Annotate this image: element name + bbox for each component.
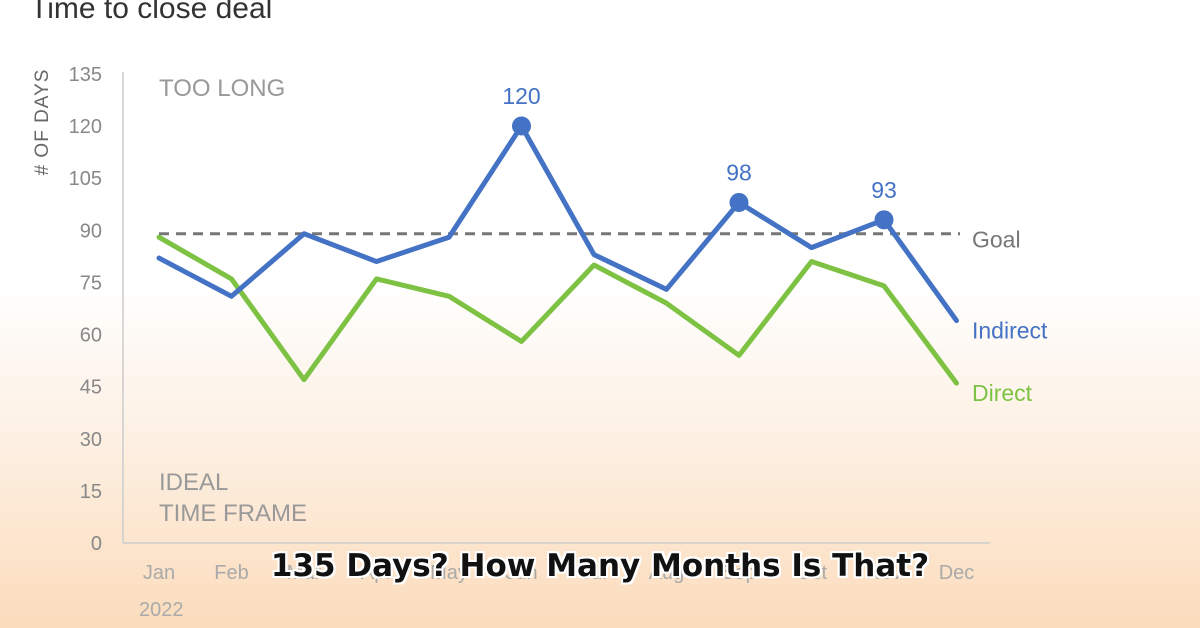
x-tick-label: Nov xyxy=(866,562,902,584)
data-label: 120 xyxy=(502,83,540,109)
y-tick-label: 90 xyxy=(80,220,102,242)
x-tick-label: Jan xyxy=(143,562,175,584)
y-axis-label: # OF DAYS xyxy=(32,69,53,176)
x-tick-label: Dec xyxy=(939,562,975,584)
y-tick-label: 0 xyxy=(91,533,102,555)
x-tick-label: Mar xyxy=(287,562,322,584)
highlight-point xyxy=(874,210,894,230)
zone-label-ideal: IDEAL xyxy=(159,469,228,496)
x-tick-label: Apr xyxy=(361,562,392,584)
series-line-indirect xyxy=(156,123,959,324)
series-label-indirect: Indirect xyxy=(972,318,1048,344)
y-tick-label: 45 xyxy=(80,377,102,399)
x-tick-label: May xyxy=(430,562,468,584)
headline: 135 Days? How Many Months Is That? xyxy=(270,548,930,584)
y-tick-label: 30 xyxy=(80,429,102,451)
x-tick-label: Oct xyxy=(796,562,828,584)
chart-title: Time to close deal xyxy=(30,0,272,25)
x-tick-label: Jul xyxy=(581,562,607,584)
y-tick-label: 105 xyxy=(69,168,102,190)
zone-label-too-long: TOO LONG xyxy=(159,75,285,102)
zone-label-time-frame: TIME FRAME xyxy=(159,500,307,527)
series-label-direct: Direct xyxy=(972,380,1033,406)
y-tick-label: 60 xyxy=(80,325,102,347)
series-group: Direct Indirect 120 98 93 xyxy=(156,83,1048,406)
x-tick-label: Aug xyxy=(649,562,685,584)
y-tick-label: 135 xyxy=(69,64,102,86)
x-tick-label: Feb xyxy=(214,562,248,584)
x-tick-label: Sep xyxy=(721,562,757,584)
goal-label: Goal xyxy=(972,227,1021,253)
data-label: 93 xyxy=(871,177,897,203)
goal-group: Goal xyxy=(159,227,1021,253)
y-tick-label: 75 xyxy=(80,272,102,294)
x-tick-label: Jun xyxy=(505,562,537,584)
series-line-direct xyxy=(156,234,959,386)
y-tick-label: 15 xyxy=(80,481,102,503)
y-tick-label: 120 xyxy=(69,116,102,138)
year-label: 2022 xyxy=(139,599,184,621)
y-tick-labels: 0 15 30 45 60 75 90 105 120 135 xyxy=(69,64,102,555)
highlight-point xyxy=(512,116,531,136)
data-label: 98 xyxy=(726,159,752,185)
highlight-point xyxy=(729,192,749,212)
x-tick-labels: Jan Feb Mar Apr May Jun Jul Aug Sep Oct Nov Dec xyxy=(143,562,974,584)
